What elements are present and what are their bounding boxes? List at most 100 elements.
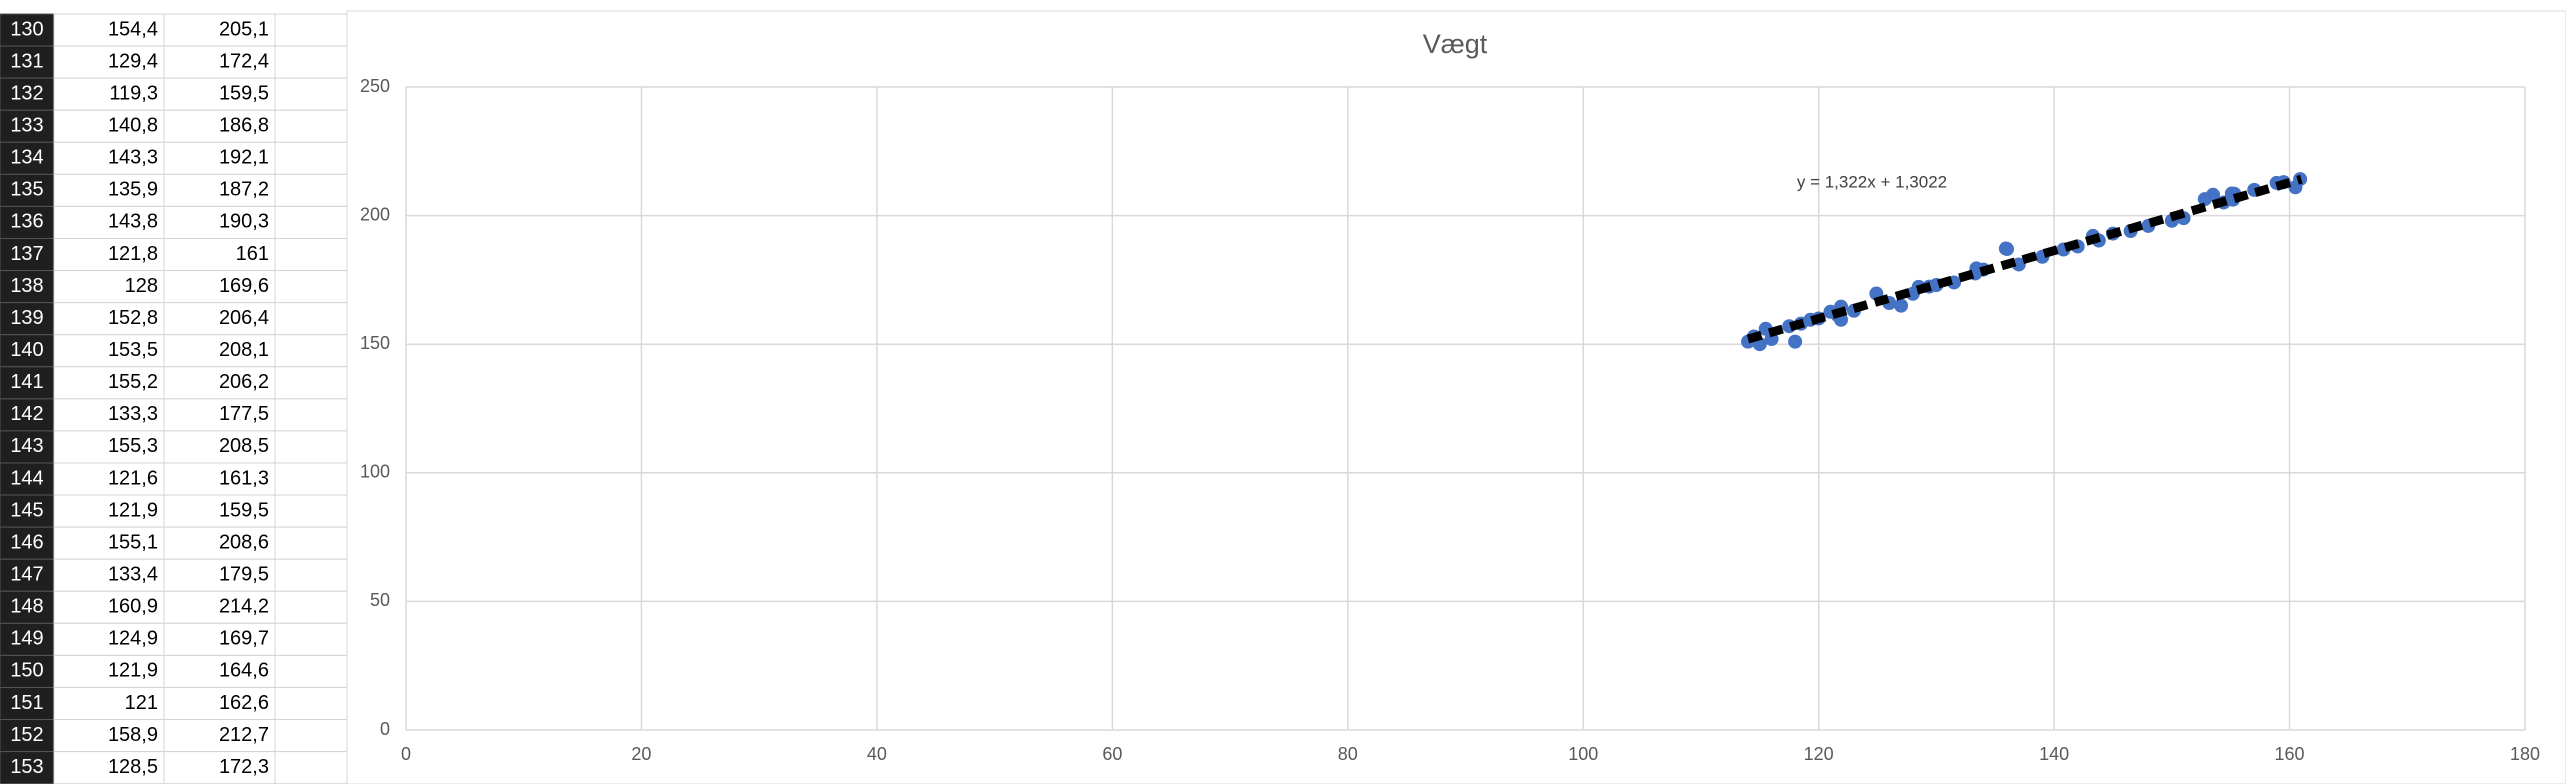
cell-value: 140,8: [108, 115, 158, 137]
cell: [274, 366, 348, 400]
row-header: [0, 622, 55, 656]
cell: [274, 430, 348, 464]
cell: [53, 237, 165, 272]
cell-value: 152,8: [108, 307, 158, 329]
y-tick-label: 200: [360, 204, 390, 224]
row-header: [0, 141, 55, 175]
row-number: 130: [10, 18, 43, 40]
row-number: 149: [10, 628, 43, 650]
cell: [274, 526, 348, 560]
cell: [274, 109, 348, 143]
cell: [274, 654, 348, 688]
row-number: 146: [10, 531, 43, 553]
cell: [274, 622, 348, 656]
cell-value: 143,3: [108, 147, 158, 169]
cell-value: 155,2: [108, 371, 158, 393]
x-tick-label: 140: [2039, 744, 2069, 764]
cell: [274, 45, 348, 79]
cell: [163, 302, 276, 336]
row-number: 142: [10, 403, 43, 425]
row-header: [0, 173, 55, 207]
cell-value: 121,9: [108, 660, 158, 682]
cell-value: 162,6: [219, 692, 269, 714]
row-number: 145: [10, 499, 43, 521]
row-number: 135: [10, 179, 43, 201]
x-tick-label: 180: [2510, 744, 2540, 764]
cell-value: 205,1: [219, 18, 269, 40]
cell-value: 153,5: [108, 339, 158, 361]
row-number: 139: [10, 307, 43, 329]
cell-value: 159,5: [219, 82, 269, 104]
cell-value: 159,5: [219, 499, 269, 521]
point: [1894, 298, 1909, 313]
row-header: [0, 590, 55, 624]
cell: [274, 270, 348, 304]
cell-value: 124,9: [108, 628, 158, 650]
row-header: [0, 334, 55, 368]
row-number: 147: [10, 564, 43, 586]
cell: [163, 719, 276, 753]
cell-value: 121,9: [108, 499, 158, 521]
cell: [53, 590, 165, 624]
point: [2206, 187, 2221, 202]
cell-value: 177,5: [219, 403, 269, 425]
cell: [274, 141, 348, 175]
chart-area: [346, 10, 2566, 784]
cell: [53, 430, 165, 464]
cell-value: 128,5: [108, 756, 158, 778]
cell: [274, 302, 348, 336]
cell-value: 179,5: [219, 564, 269, 586]
row-number: 137: [10, 243, 43, 265]
cell: [163, 173, 276, 207]
trendline: [1746, 174, 2303, 344]
cell: [53, 13, 165, 47]
cell-value: 160,9: [108, 596, 158, 618]
x-tick-label: 160: [2275, 744, 2305, 764]
cell: [274, 205, 348, 239]
cell-value: 155,3: [108, 435, 158, 457]
cell: [274, 494, 348, 528]
cell: [274, 719, 348, 753]
cell-value: 187,2: [219, 179, 269, 201]
row-number: 132: [10, 82, 43, 104]
x-tick-label: 20: [631, 744, 651, 764]
cell: [53, 719, 165, 753]
cell-value: 186,8: [219, 115, 269, 137]
row-number: 133: [10, 115, 43, 137]
cell: [53, 398, 165, 432]
cell: [163, 366, 276, 400]
y-tick-label: 150: [360, 333, 390, 353]
y-tick-label: 250: [360, 76, 390, 96]
cell-value: 169,6: [219, 275, 269, 297]
cell: [274, 686, 348, 721]
row-number: 131: [10, 50, 43, 72]
row-number: 152: [10, 724, 43, 746]
cell-value: 214,2: [219, 596, 269, 618]
cell-value: 161,3: [219, 467, 269, 489]
cell: [274, 77, 348, 111]
cell-value: 208,1: [219, 339, 269, 361]
row-header: [0, 77, 55, 111]
cell-value: 190,3: [219, 211, 269, 233]
cell-value: 172,4: [219, 50, 269, 72]
x-tick-label: 0: [401, 744, 411, 764]
row-header: [0, 462, 55, 496]
cell-value: 121,8: [108, 243, 158, 265]
x-tick-label: 40: [867, 744, 887, 764]
cell: [53, 302, 165, 336]
cell-value: 172,3: [219, 756, 269, 778]
cell-value: 161: [236, 243, 269, 265]
cell-value: 135,9: [108, 179, 158, 201]
cell-value: 121: [125, 692, 158, 714]
row-header: [0, 398, 55, 432]
cell: [163, 751, 276, 784]
cell-value: 119,3: [109, 82, 158, 104]
row-number: 136: [10, 211, 43, 233]
cell-value: 154,4: [108, 18, 158, 40]
cell: [53, 173, 165, 207]
x-tick-label: 100: [1568, 744, 1598, 764]
row-header: [0, 302, 55, 336]
cell: [53, 526, 165, 560]
cell-value: 121,6: [108, 467, 158, 489]
